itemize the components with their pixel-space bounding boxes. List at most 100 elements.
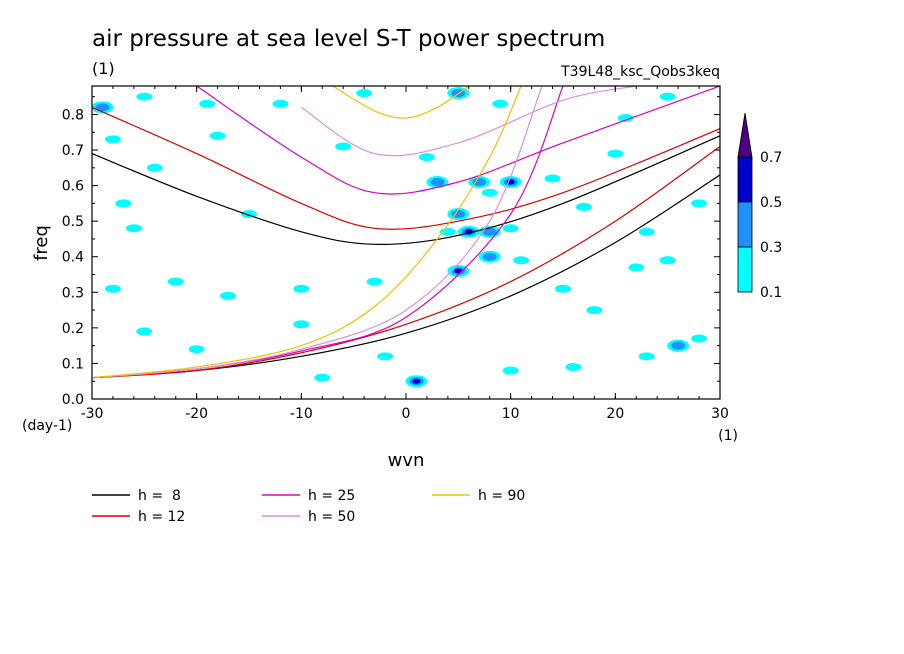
contour-blob-core (430, 178, 445, 187)
chart-units: (1) (92, 59, 115, 78)
dispersion-curves-layer (92, 86, 720, 379)
contour-blob-core (482, 227, 497, 236)
colorbar-extension (737, 112, 753, 158)
y-tick-label: 0.3 (62, 285, 84, 301)
contour-blob-core (482, 252, 497, 261)
contour-blob-core (451, 210, 466, 219)
contour-blob (691, 199, 708, 208)
contour-blob (293, 320, 310, 329)
contour-blob-core (671, 341, 686, 350)
contour-blob (314, 373, 331, 382)
contour-blob (104, 284, 121, 293)
contour-blob (638, 352, 655, 361)
series-lower-curve (92, 86, 522, 379)
contour-blob (607, 149, 624, 158)
x-axis-units: (1) (718, 428, 738, 444)
colorbar-label: 0.5 (760, 195, 782, 211)
y-tick-label: 0.7 (62, 143, 84, 159)
contour-blob (492, 99, 509, 108)
colorbar: 0.7 0.5 0.3 0.1 (737, 112, 782, 301)
chart-title: air pressure at sea level S-T power spec… (92, 26, 605, 52)
contour-blob (209, 131, 226, 140)
series-lower-curve (92, 146, 720, 379)
contour-blob (565, 362, 582, 371)
colorbar-swatch (737, 201, 753, 248)
x-tick-label: 0 (402, 406, 411, 422)
contour-blob-core (95, 103, 110, 112)
contour-blob (617, 114, 634, 123)
y-tick-label: 0.8 (62, 107, 84, 123)
contour-blob (136, 92, 153, 101)
contour-blob (586, 306, 603, 315)
y-tick-label: 0.5 (62, 214, 84, 230)
run-label: T39L48_ksc_Qobs3keq (560, 64, 720, 80)
legend-label: h = 8 (138, 488, 181, 504)
contour-blob (575, 202, 592, 211)
contour-blob (356, 89, 373, 98)
legend-label: h = 12 (138, 509, 185, 525)
plot-frame (91, 85, 721, 400)
contour-blob (220, 291, 237, 300)
series-lower-curve (92, 86, 543, 379)
y-tick-label: 0.4 (62, 250, 84, 266)
contour-blob (366, 277, 383, 286)
contour-blob-peak (412, 378, 421, 384)
colorbar-label: 0.3 (760, 240, 782, 256)
contour-blob (502, 224, 519, 233)
contour-blob (146, 163, 163, 172)
x-tick-label: 10 (502, 406, 520, 422)
series-upper-curve (332, 86, 470, 119)
legend-label: h = 25 (308, 488, 355, 504)
contour-blob (638, 227, 655, 236)
colorbar-swatch (737, 156, 753, 203)
y-axis: 0.0 0.1 0.2 0.3 0.4 0.5 0.6 0.7 0.8 (62, 96, 720, 408)
contour-fill-layer (92, 87, 708, 388)
contour-blob (502, 366, 519, 375)
x-tick-label: -20 (185, 406, 208, 422)
contour-blob (659, 92, 676, 101)
colorbar-label: 0.1 (760, 285, 782, 301)
x-tick-label: 30 (711, 406, 729, 422)
y-axis-label: freq (31, 225, 52, 261)
contour-blob (659, 256, 676, 265)
contour-blob (335, 142, 352, 151)
x-tick-label: 20 (606, 406, 624, 422)
legend-label: h = 50 (308, 509, 355, 525)
x-axis: -30 -20 -10 0 10 20 30 (81, 86, 729, 422)
contour-blob (136, 327, 153, 336)
y-axis-units: (day-1) (22, 418, 72, 434)
contour-blob (293, 284, 310, 293)
contour-blob (691, 334, 708, 343)
contour-blob (125, 224, 142, 233)
contour-blob (104, 135, 121, 144)
y-tick-label: 0.6 (62, 179, 84, 195)
contour-blob (167, 277, 184, 286)
contour-blob (544, 174, 561, 183)
series-upper-curve (92, 106, 720, 230)
x-tick-label: -30 (81, 406, 104, 422)
y-tick-label: 0.1 (62, 356, 84, 372)
contour-blob (115, 199, 132, 208)
colorbar-swatch (737, 246, 753, 293)
series-upper-curve (196, 86, 720, 195)
contour-blob-core (472, 178, 487, 187)
y-tick-label: 0.2 (62, 321, 84, 337)
x-axis-label: wvn (388, 450, 425, 471)
y-tick-label: 0.0 (62, 392, 84, 408)
legend: h = 8 h = 12 h = 25 h = 50 h = 90 (92, 488, 525, 525)
colorbar-label: 0.7 (760, 150, 782, 166)
contour-blob (188, 345, 205, 354)
contour-blob (377, 352, 394, 361)
contour-blob (628, 263, 645, 272)
contour-blob (199, 99, 216, 108)
series-upper-curve (92, 135, 720, 245)
contour-blob (418, 153, 435, 162)
contour-blob (481, 188, 498, 197)
legend-label: h = 90 (478, 488, 525, 504)
contour-blob (272, 99, 289, 108)
series-upper-curve (300, 86, 637, 157)
contour-blob (555, 284, 571, 293)
contour-blob (513, 256, 530, 265)
x-tick-label: -10 (290, 406, 313, 422)
